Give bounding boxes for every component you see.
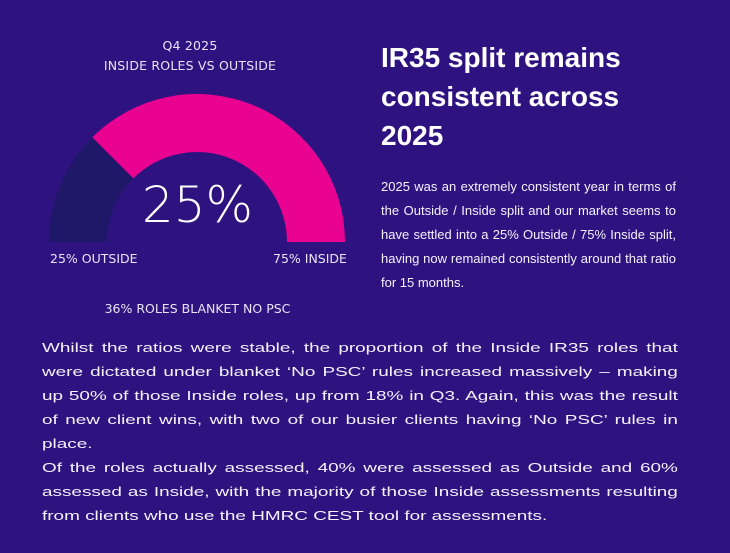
gauge-center-value: 25% (141, 176, 254, 234)
article-paragraph: Of the roles actually assessed, 40% were… (42, 460, 678, 523)
gauge-title: INSIDE ROLES VS OUTSIDE (103, 58, 277, 73)
article-headline: IR35 split remains consistent across 202… (381, 42, 621, 151)
gauge-note: 36% ROLES BLANKET NO PSC (104, 301, 291, 316)
gauge-segment-inside (92, 94, 345, 242)
article-intro: 2025 was an extremely consistent year in… (381, 179, 676, 290)
gauge-label-inside: 75% INSIDE (273, 251, 347, 266)
gauge-segment-outside (49, 137, 134, 242)
gauge-title-period: Q4 2025 (162, 38, 218, 53)
gauge-arc (49, 94, 345, 242)
gauge-label-outside: 25% OUTSIDE (50, 251, 138, 266)
article-paragraph: Whilst the ratios were stable, the propo… (42, 340, 678, 451)
